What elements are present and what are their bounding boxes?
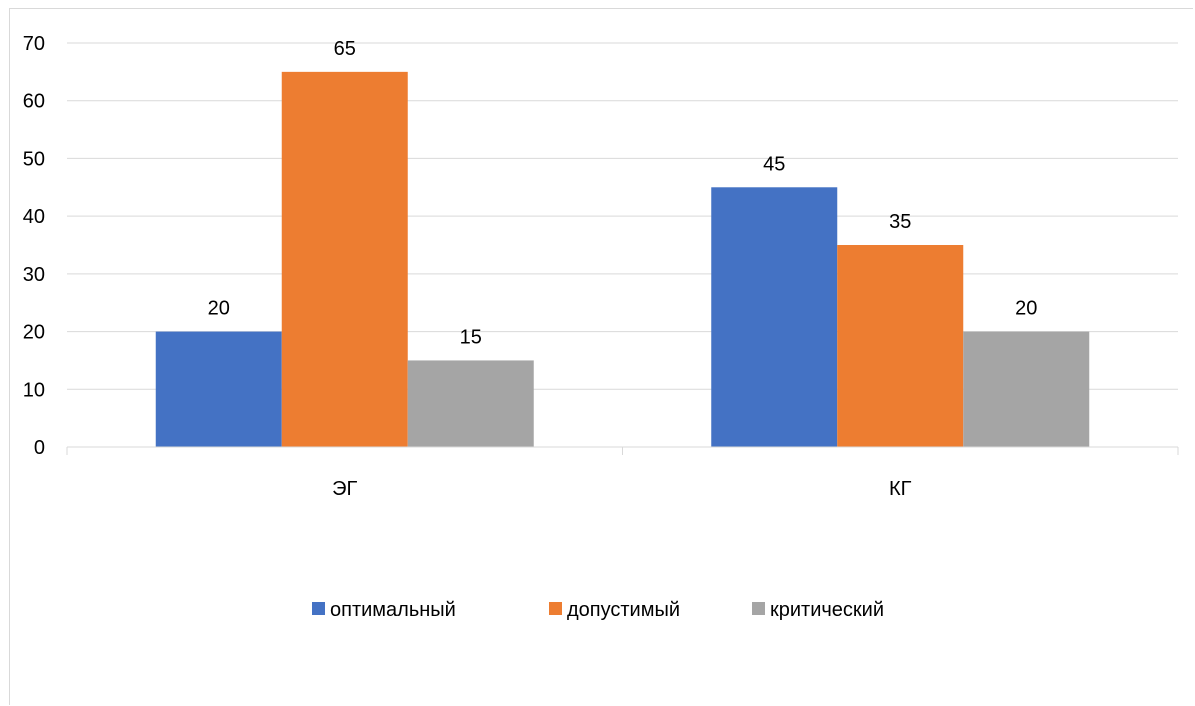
legend: оптимальный допустимый критический	[312, 599, 884, 621]
y-tick-label-0: 0	[34, 437, 45, 459]
legend-label-критический: критический	[770, 599, 884, 621]
legend-label-оптимальный: оптимальный	[330, 599, 456, 621]
y-tick-label-20: 20	[23, 322, 45, 344]
x-category-label-КГ: КГ	[889, 478, 912, 500]
data-label-оптимальный-ЭГ: 20	[208, 298, 230, 320]
bars	[155, 71, 1090, 448]
y-tick-label-50: 50	[23, 148, 45, 170]
legend-label-допустимый: допустимый	[567, 599, 680, 621]
y-tick-label-60: 60	[23, 91, 45, 113]
y-tick-label-40: 40	[23, 206, 45, 228]
bar-допустимый-ЭГ	[281, 71, 408, 447]
data-label-критический-ЭГ: 15	[460, 326, 482, 348]
legend-swatch-оптимальный	[312, 602, 325, 615]
bar-критический-ЭГ	[407, 360, 534, 447]
data-label-критический-КГ: 20	[1015, 298, 1037, 320]
y-axis-tick-labels: 0 10 20 30 40 50 60 70	[23, 33, 45, 459]
bar-оптимальный-ЭГ	[155, 331, 282, 447]
bar-критический-КГ	[963, 331, 1090, 447]
bar-оптимальный-КГ	[711, 187, 838, 448]
data-label-оптимальный-КГ: 45	[763, 153, 785, 175]
y-tick-label-10: 10	[23, 379, 45, 401]
data-label-допустимый-КГ: 35	[889, 211, 911, 233]
data-labels: 20 65 15 45 35 20	[208, 38, 1038, 349]
y-tick-label-70: 70	[23, 33, 45, 55]
y-tick-label-30: 30	[23, 264, 45, 286]
x-category-label-ЭГ: ЭГ	[332, 478, 357, 500]
legend-swatch-допустимый	[549, 602, 562, 615]
chart-frame	[9, 8, 1193, 705]
axes	[66, 446, 1179, 455]
x-axis-category-labels: ЭГ КГ	[332, 478, 912, 500]
bar-допустимый-КГ	[837, 245, 964, 447]
data-label-допустимый-ЭГ: 65	[334, 38, 356, 60]
legend-swatch-критический	[752, 602, 765, 615]
